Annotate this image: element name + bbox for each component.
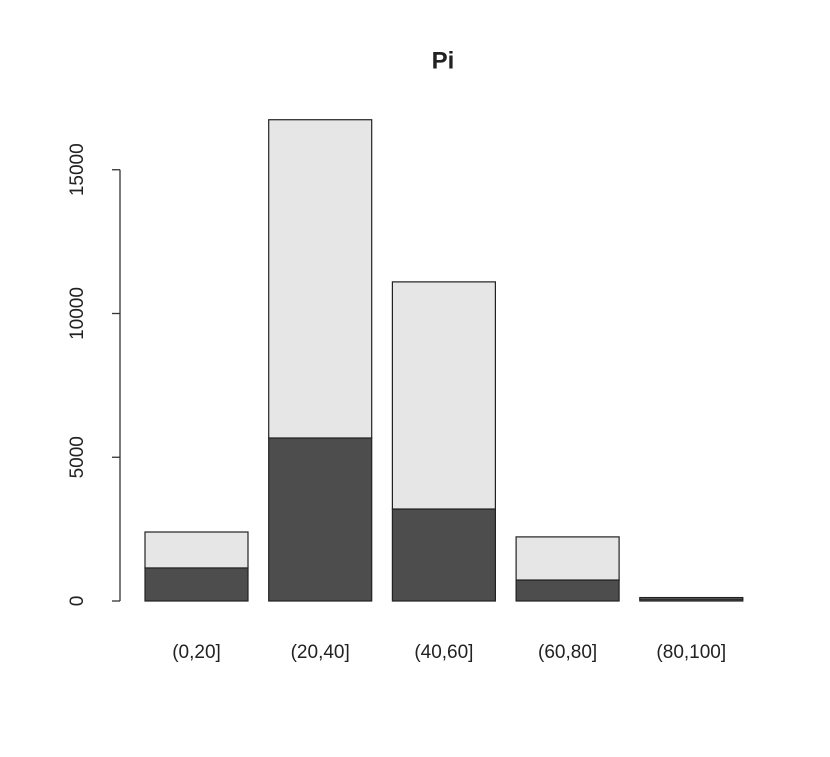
bar-segment: [515, 579, 620, 602]
y-tick-label: 15000: [67, 143, 88, 196]
bar-segment: [515, 536, 620, 581]
y-tick-label: 10000: [67, 287, 88, 340]
bar-segment: [144, 567, 249, 602]
x-tick-label: (60,80]: [538, 642, 597, 663]
y-tick-label: 5000: [67, 436, 88, 478]
bar-segment: [268, 437, 373, 602]
bar-segment: [391, 281, 496, 510]
x-tick-label: (0,20]: [172, 642, 221, 663]
chart-title: Pi: [432, 47, 455, 74]
y-tick-label: 0: [67, 596, 88, 607]
x-tick-label: (80,100]: [656, 642, 726, 663]
bar-segment: [144, 531, 249, 569]
x-tick-label: (20,40]: [291, 642, 350, 663]
bar-segment: [268, 119, 373, 439]
bar-segment: [391, 508, 496, 602]
x-tick-label: (40,60]: [414, 642, 473, 663]
bar-segment: [639, 596, 744, 600]
